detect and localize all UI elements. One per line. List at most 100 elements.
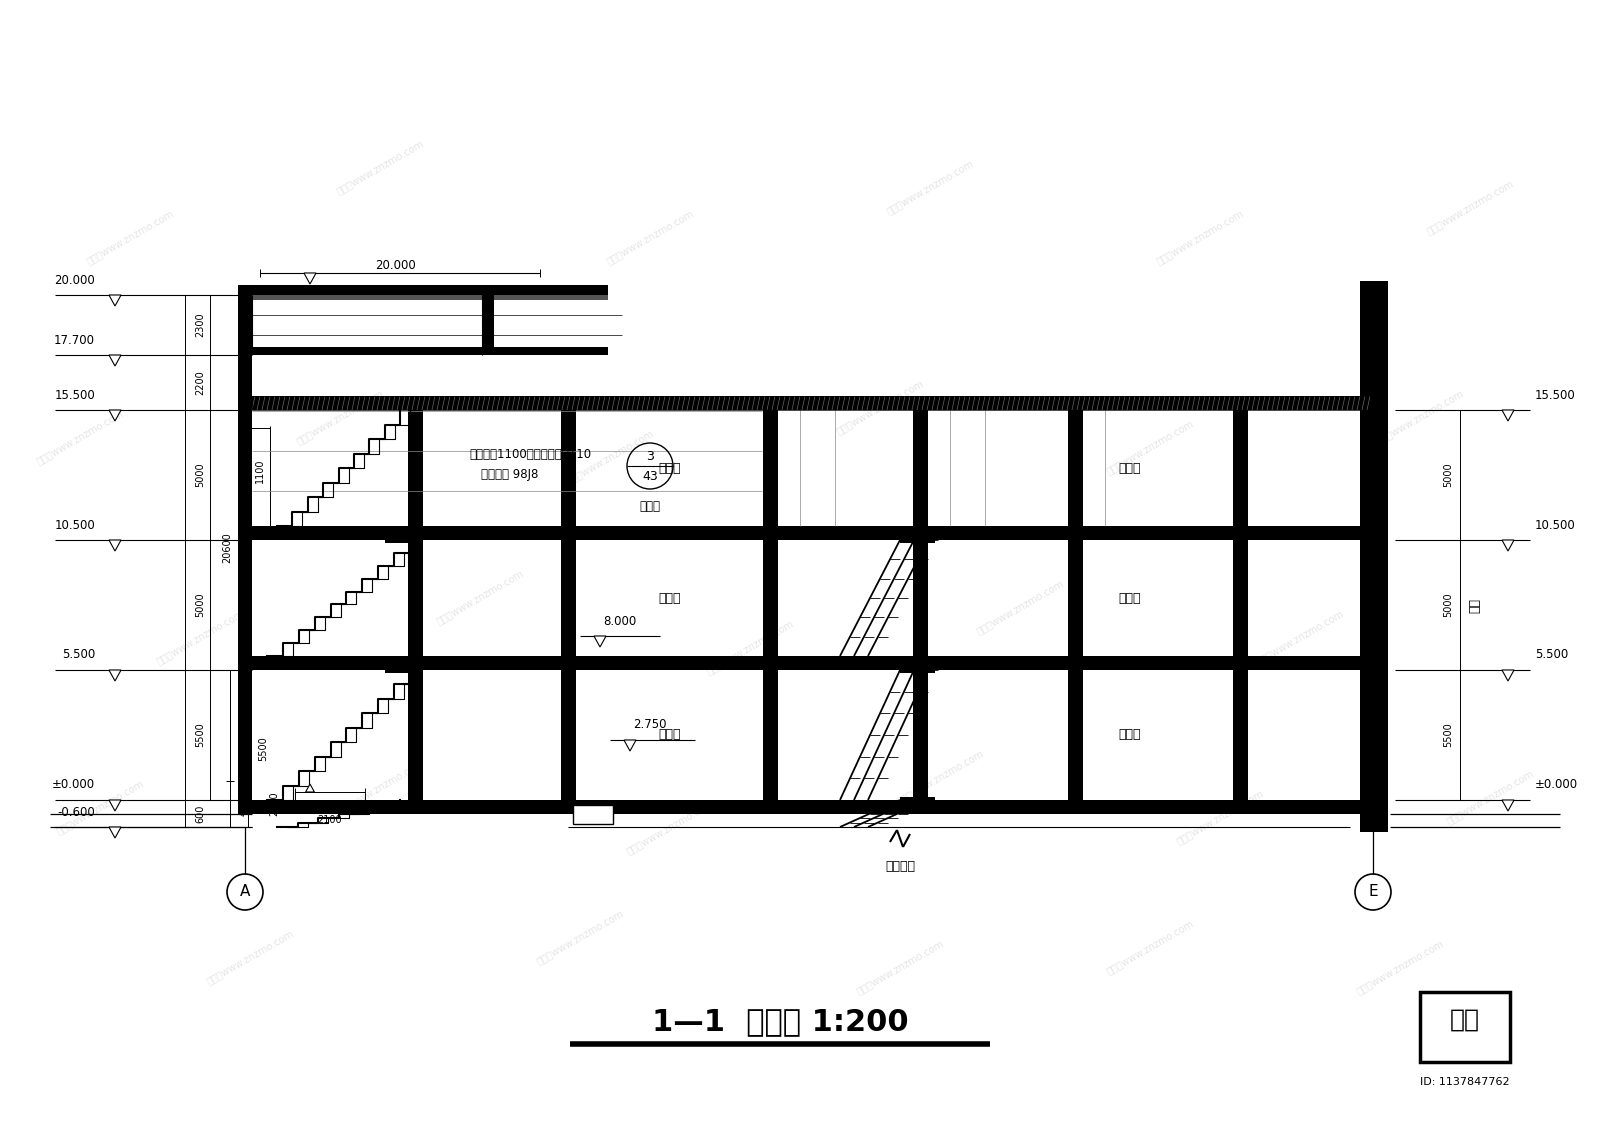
Text: 知末网www.znzmo.com: 知末网www.znzmo.com [854, 938, 946, 996]
Text: 20600: 20600 [222, 532, 232, 563]
Text: 知末网www.znzmo.com: 知末网www.znzmo.com [835, 377, 925, 437]
Text: 知末网www.znzmo.com: 知末网www.znzmo.com [334, 138, 426, 196]
Text: 知末网www.znzmo.com: 知末网www.znzmo.com [334, 758, 426, 816]
Text: 2100: 2100 [269, 791, 278, 816]
Bar [562, 410, 576, 814]
Polygon shape [304, 273, 317, 284]
Text: 5000: 5000 [195, 592, 205, 617]
Text: ±0.000: ±0.000 [1534, 779, 1578, 791]
Bar [238, 347, 608, 355]
Bar [482, 285, 494, 355]
Polygon shape [109, 540, 122, 551]
Text: 知末网www.znzmo.com: 知末网www.znzmo.com [1254, 608, 1346, 666]
Text: 专卖店: 专卖店 [1118, 462, 1141, 474]
Text: 5500: 5500 [258, 736, 269, 761]
Polygon shape [109, 355, 122, 366]
Text: 15.500: 15.500 [1534, 389, 1576, 401]
Text: 专卖店: 专卖店 [659, 591, 682, 605]
Text: 知末网www.znzmo.com: 知末网www.znzmo.com [155, 608, 245, 666]
Bar [238, 294, 253, 410]
Polygon shape [109, 670, 122, 681]
Text: A: A [240, 885, 250, 899]
Polygon shape [1502, 800, 1514, 811]
Bar [1360, 281, 1389, 832]
Text: 知末网www.znzmo.com: 知末网www.znzmo.com [1424, 177, 1515, 236]
Text: 保护栏杆1100高，间距小于110: 保护栏杆1100高，间距小于110 [469, 448, 590, 460]
Text: 15.500: 15.500 [54, 389, 94, 401]
Text: 知末网www.znzmo.com: 知末网www.znzmo.com [435, 567, 525, 626]
Bar [238, 294, 253, 814]
Text: 5.500: 5.500 [62, 648, 94, 662]
Bar [573, 805, 613, 824]
Text: 知末网www.znzmo.com: 知末网www.znzmo.com [704, 617, 795, 677]
Text: 20.000: 20.000 [54, 274, 94, 287]
Text: 知末网www.znzmo.com: 知末网www.znzmo.com [294, 388, 386, 446]
Bar [253, 656, 1370, 670]
Bar [253, 526, 1370, 540]
Text: 600: 600 [195, 804, 205, 823]
Text: 知末: 知末 [1450, 1009, 1480, 1032]
Bar [238, 285, 608, 294]
Bar [914, 396, 928, 814]
Text: 号楼: 号楼 [1469, 598, 1482, 613]
Text: 知末网www.znzmo.com: 知末网www.znzmo.com [565, 428, 656, 487]
Polygon shape [624, 740, 637, 752]
Text: 专卖店: 专卖店 [1118, 591, 1141, 605]
Text: 知末网www.znzmo.com: 知末网www.znzmo.com [1104, 418, 1195, 476]
Bar [901, 667, 934, 673]
Text: 5000: 5000 [1443, 463, 1453, 488]
Text: 知末网www.znzmo.com: 知末网www.znzmo.com [35, 408, 125, 466]
Text: 800: 800 [238, 716, 250, 735]
Text: 43: 43 [642, 470, 658, 482]
Polygon shape [1502, 410, 1514, 421]
Text: 5.500: 5.500 [1534, 648, 1568, 662]
Text: 2100: 2100 [318, 815, 342, 825]
Text: 2.750: 2.750 [634, 719, 667, 731]
Text: ±0.000: ±0.000 [51, 779, 94, 791]
Text: 专卖店: 专卖店 [640, 499, 661, 513]
Text: 知末网www.znzmo.com: 知末网www.znzmo.com [1445, 767, 1536, 827]
Text: 2300: 2300 [195, 313, 205, 338]
Text: 5500: 5500 [1443, 723, 1453, 747]
Bar [1421, 991, 1510, 1062]
Text: ID: 1137847762: ID: 1137847762 [1421, 1077, 1510, 1087]
Polygon shape [109, 410, 122, 421]
Text: 5000: 5000 [195, 463, 205, 488]
Bar [901, 537, 934, 543]
Text: 10.500: 10.500 [54, 518, 94, 531]
Text: 17.700: 17.700 [54, 333, 94, 347]
Bar [238, 294, 608, 300]
Polygon shape [306, 785, 315, 792]
Text: 做法详见 98J8: 做法详见 98J8 [482, 467, 539, 481]
Text: 专卖店: 专卖店 [659, 462, 682, 474]
Text: 知末网www.znzmo.com: 知末网www.znzmo.com [885, 158, 976, 216]
Text: 知末网www.znzmo.com: 知末网www.znzmo.com [894, 748, 986, 806]
Text: E: E [1368, 885, 1378, 899]
Text: 10.500: 10.500 [1534, 518, 1576, 531]
Bar [253, 800, 1370, 814]
Text: 知末网www.znzmo.com: 知末网www.znzmo.com [534, 908, 626, 966]
Bar [763, 396, 778, 814]
Text: 4700: 4700 [238, 791, 250, 816]
Text: 3: 3 [646, 449, 654, 463]
Polygon shape [594, 636, 606, 647]
Bar [1234, 396, 1248, 814]
Polygon shape [1502, 540, 1514, 551]
Text: 1100: 1100 [254, 458, 266, 483]
Text: 5500: 5500 [195, 723, 205, 747]
Text: 知末网www.znzmo.com: 知末网www.znzmo.com [974, 578, 1066, 636]
Text: -0.600: -0.600 [58, 805, 94, 819]
Text: 5000: 5000 [1443, 592, 1453, 617]
Bar [253, 396, 1370, 410]
Bar [1069, 396, 1083, 814]
Text: 2200: 2200 [195, 371, 205, 395]
Bar [238, 285, 253, 355]
Text: 知末网www.znzmo.com: 知末网www.znzmo.com [1155, 208, 1245, 266]
Bar [901, 797, 934, 803]
Text: 知末网www.znzmo.com: 知末网www.znzmo.com [205, 928, 296, 986]
Text: 地下商场: 地下商场 [885, 861, 915, 873]
Bar [408, 396, 422, 814]
Polygon shape [1502, 670, 1514, 681]
Polygon shape [109, 827, 122, 838]
Polygon shape [109, 294, 122, 306]
